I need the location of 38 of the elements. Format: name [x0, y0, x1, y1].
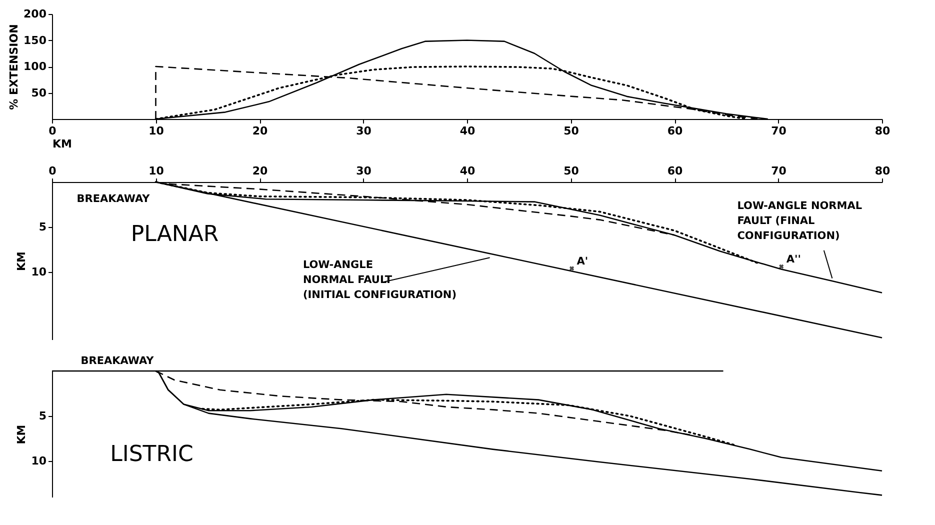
x-tick-label: 50 — [564, 124, 580, 138]
x-tick-label: 80 — [874, 164, 890, 178]
x-tick-label: 50 — [564, 164, 580, 178]
y-axis-title: KM — [15, 424, 28, 444]
x-tick-label: 70 — [771, 164, 787, 178]
annotation: BREAKAWAY — [80, 355, 154, 367]
text: PLANAR — [130, 222, 219, 247]
annotation: BREAKAWAY — [76, 193, 150, 205]
annotation: A' — [576, 255, 588, 268]
annotation: A'' — [786, 254, 801, 266]
y-tick-label: 200 — [24, 8, 47, 20]
y-tick-label: 50 — [31, 86, 47, 100]
x-tick-label: 40 — [460, 124, 476, 138]
annotation: LOW-ANGLE NORMAL FAULT (FINAL CONFIGURATION) — [737, 200, 862, 242]
x-tick-label: 10 — [148, 124, 164, 138]
y-tick-label: 5 — [38, 410, 46, 422]
x-tick-label: 0 — [48, 124, 57, 138]
x-tick-label: 70 — [771, 124, 787, 138]
y-tick-label: 5 — [38, 220, 46, 234]
y-axis-title: KM — [15, 252, 28, 271]
y-axis-title: % EXTENSION — [8, 24, 21, 110]
y-tick-label: 10 — [31, 454, 47, 468]
x-tick-label: 10 — [148, 164, 164, 178]
x-tick-label: 20 — [252, 124, 268, 138]
x-tick-label: 30 — [356, 124, 372, 138]
x-tick-label: 80 — [874, 124, 890, 138]
x-tick-label: 30 — [356, 164, 372, 178]
annotation: LOW-ANGLE NORMAL FAULT (INITIAL CONFIGURATION) — [302, 259, 456, 301]
x-tick-label: 60 — [667, 124, 683, 138]
x-tick-label: 40 — [460, 164, 476, 178]
y-tick-label: 100 — [24, 60, 47, 73]
x-tick-label: 60 — [667, 164, 683, 178]
text: LISTRIC — [110, 442, 194, 468]
x-tick-label: 0 — [48, 164, 57, 178]
y-tick-label: 10 — [31, 266, 47, 278]
x-axis-title: KM — [52, 138, 72, 150]
y-tick-label: 150 — [24, 34, 47, 47]
x-tick-label: 20 — [252, 164, 268, 178]
